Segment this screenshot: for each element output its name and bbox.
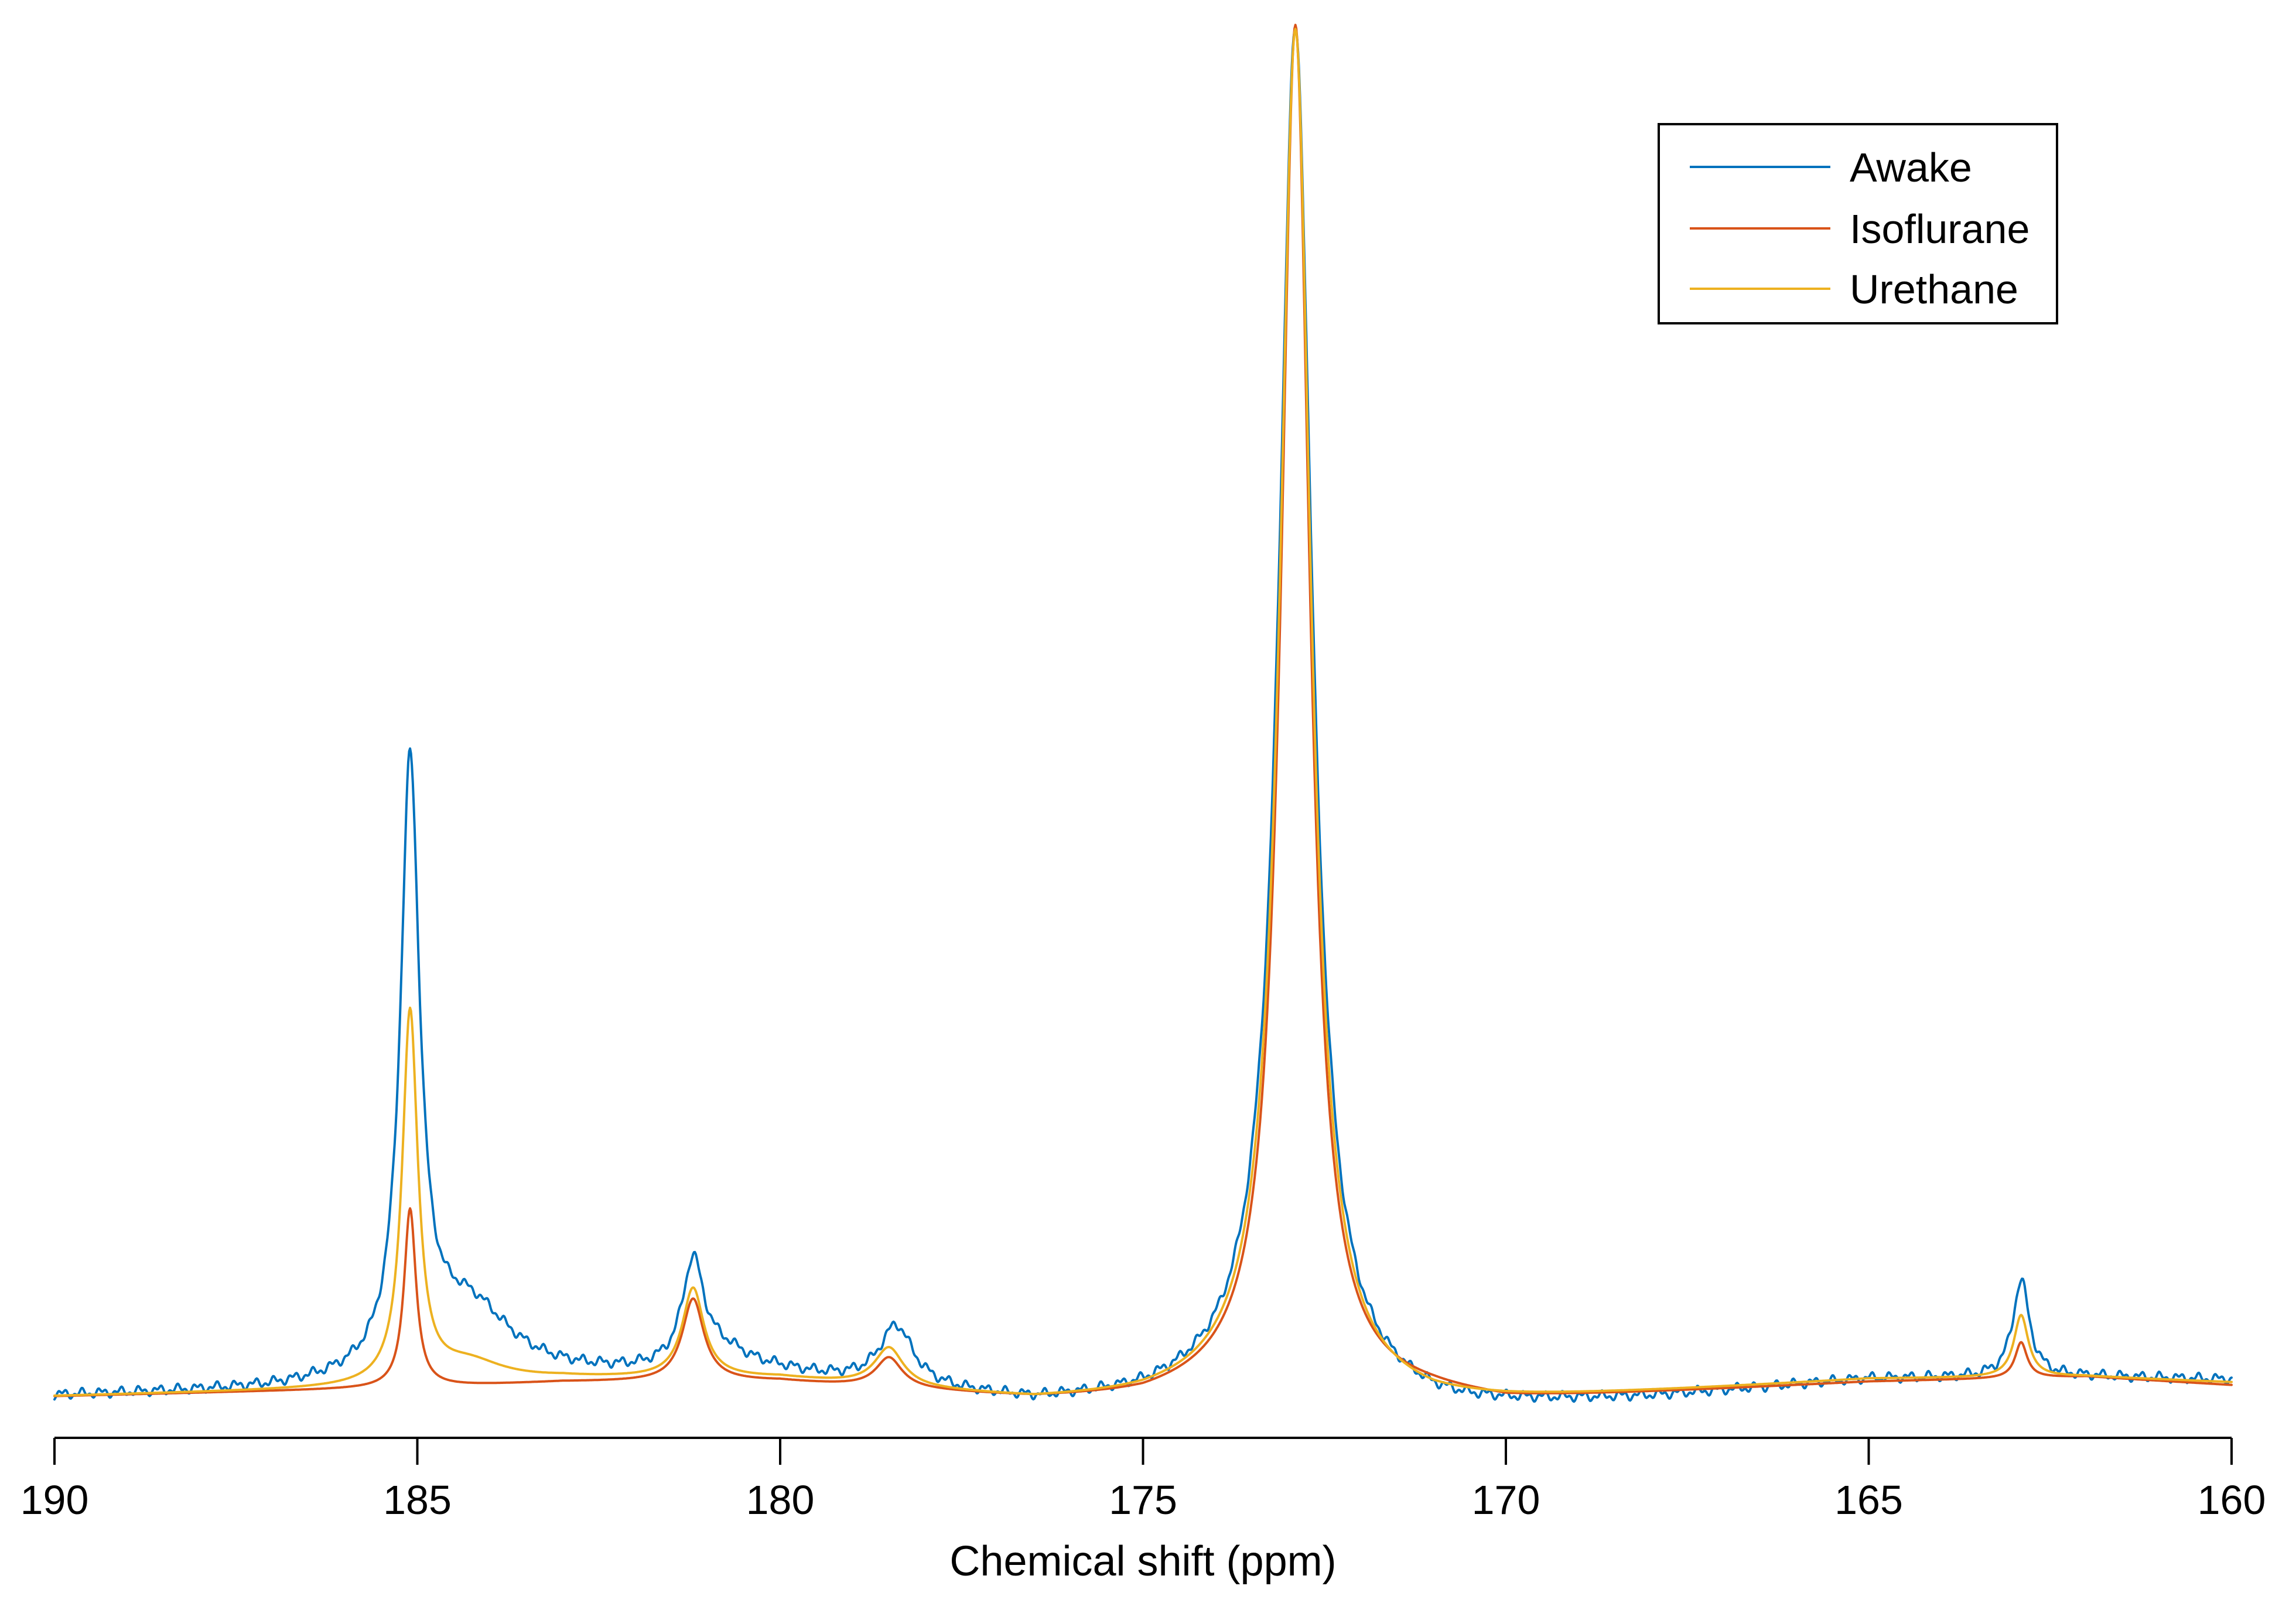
x-tick-label-185: 185 bbox=[383, 1477, 452, 1523]
legend-label-isoflurane: Isoflurane bbox=[1850, 206, 2030, 252]
x-tick-label-165: 165 bbox=[1834, 1477, 1903, 1523]
legend-label-awake: Awake bbox=[1850, 145, 1972, 190]
legend: Awake Isoflurane Urethane bbox=[1658, 123, 2058, 324]
x-tick-label-180: 180 bbox=[746, 1477, 815, 1523]
x-axis-title: Chemical shift (ppm) bbox=[949, 1538, 1336, 1585]
x-axis-ticks: 190 185 180 175 170 165 160 bbox=[20, 1438, 2266, 1523]
x-tick-label-190: 190 bbox=[20, 1477, 89, 1523]
x-tick-label-160: 160 bbox=[2198, 1477, 2266, 1523]
legend-label-urethane: Urethane bbox=[1850, 266, 2018, 312]
legend-box bbox=[1658, 123, 2058, 324]
x-tick-label-175: 175 bbox=[1109, 1477, 1177, 1523]
x-tick-label-170: 170 bbox=[1472, 1477, 1540, 1523]
series-layer bbox=[53, 23, 2233, 1403]
series-line-urethane bbox=[53, 28, 2233, 1397]
series-line-isoflurane bbox=[53, 23, 2233, 1397]
